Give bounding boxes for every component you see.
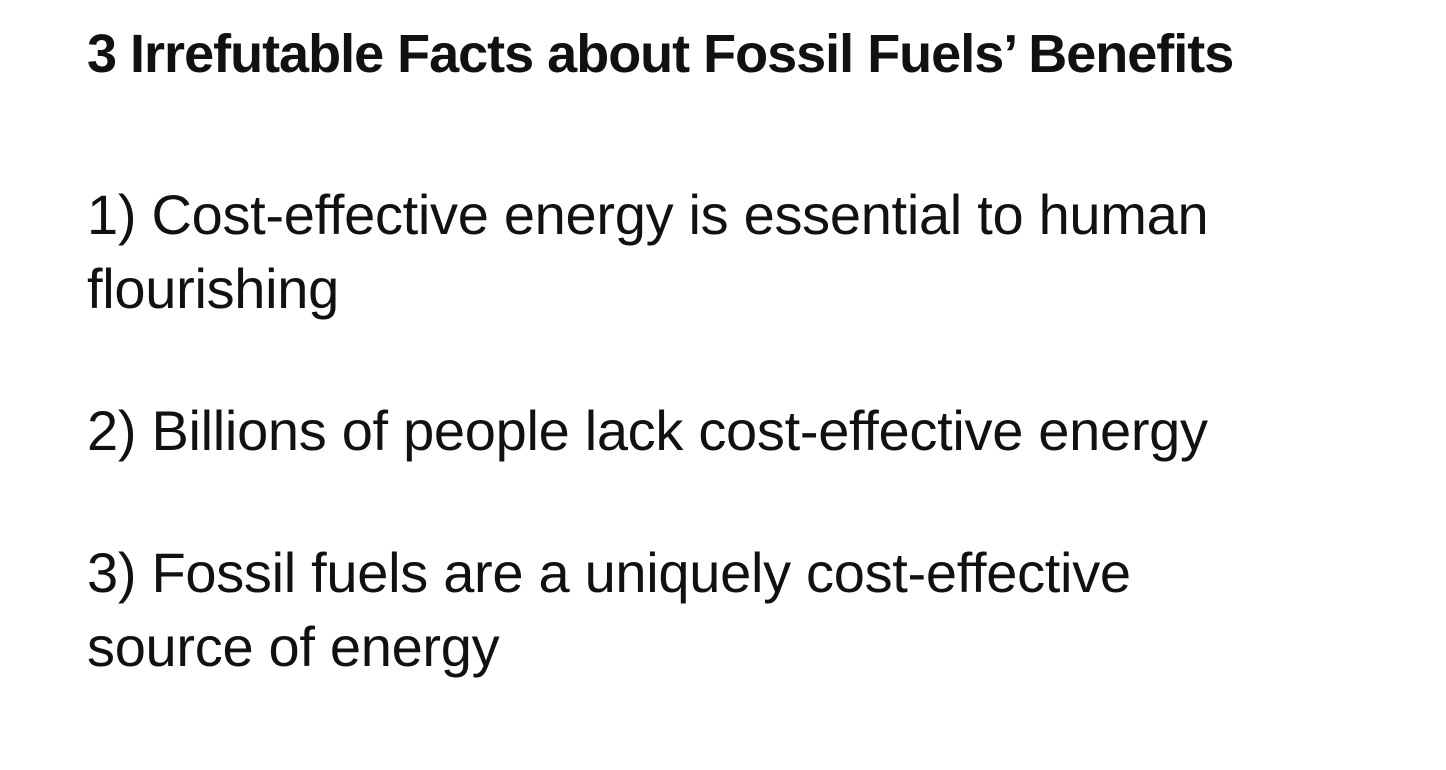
fact-item-2: 2) Billions of people lack cost-effectiv… — [87, 394, 1387, 468]
fact-1-line-1: 1) Cost-effective energy is essential to… — [87, 183, 1209, 246]
fact-item-3: 3) Fossil fuels are a uniquely cost-effe… — [87, 536, 1387, 684]
fact-1-line-2: flourishing — [87, 257, 339, 320]
slide-title: 3 Irrefutable Facts about Fossil Fuels’ … — [87, 24, 1234, 84]
fact-3-line-2: source of energy — [87, 615, 500, 678]
fact-3-line-1: 3) Fossil fuels are a uniquely cost-effe… — [87, 541, 1131, 604]
fact-item-1: 1) Cost-effective energy is essential to… — [87, 178, 1387, 326]
fact-2-line-1: 2) Billions of people lack cost-effectiv… — [87, 399, 1208, 462]
